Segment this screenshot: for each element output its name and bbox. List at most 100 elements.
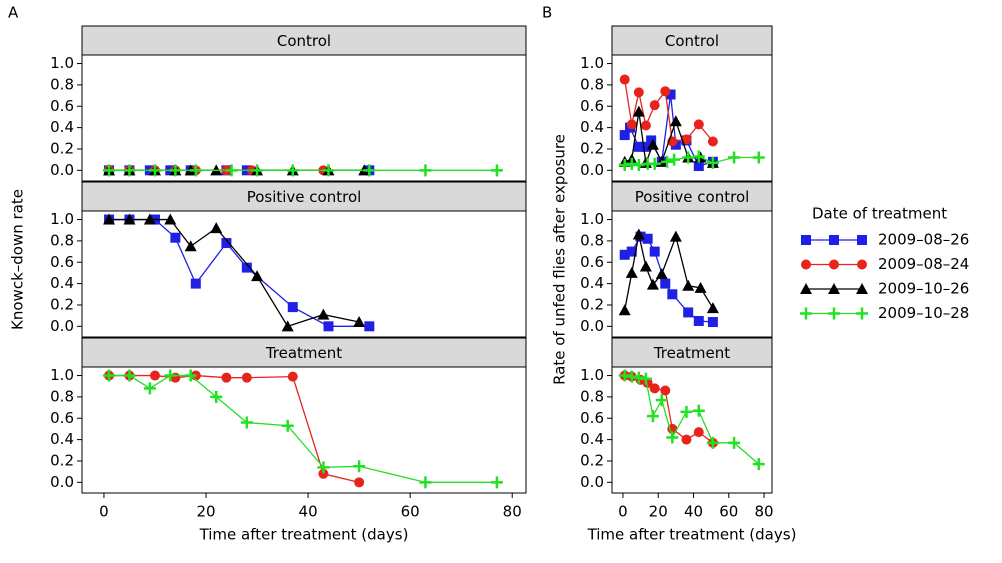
legend-marker — [801, 259, 811, 270]
marker — [680, 405, 693, 418]
y-tick-label: 0.0 — [580, 161, 604, 179]
facet-strip — [611, 337, 773, 368]
marker — [683, 307, 694, 318]
legend-marker — [856, 307, 868, 320]
marker — [170, 372, 181, 383]
marker — [669, 115, 682, 127]
y-tick-label: 0.2 — [50, 295, 74, 313]
marker — [632, 105, 645, 117]
legend-marker — [801, 235, 811, 245]
facet-title: Positive control — [635, 188, 750, 206]
y-tick-label: 1.0 — [50, 54, 74, 72]
marker — [103, 369, 116, 382]
marker — [706, 436, 719, 449]
marker — [633, 87, 644, 98]
marker — [210, 222, 223, 234]
marker — [640, 141, 651, 152]
x-tick-label: 20 — [196, 503, 215, 521]
series-line — [624, 79, 714, 143]
series-line — [624, 374, 760, 465]
marker — [633, 141, 644, 152]
marker — [665, 89, 676, 100]
marker — [694, 281, 707, 293]
facet-title: Positive control — [247, 188, 362, 206]
marker — [646, 278, 659, 290]
marker — [169, 164, 182, 177]
marker — [649, 246, 660, 257]
marker — [693, 161, 704, 172]
legend-marker — [828, 307, 840, 320]
marker — [646, 138, 659, 150]
y-tick-label: 0.4 — [580, 430, 604, 448]
marker — [286, 164, 299, 177]
y-tick-label: 1.0 — [50, 366, 74, 384]
marker — [184, 240, 197, 252]
y-tick-label: 0.0 — [580, 317, 604, 335]
series-line — [624, 235, 713, 323]
marker — [625, 266, 638, 278]
y-tick-label: 0.6 — [50, 97, 74, 115]
marker — [693, 427, 704, 438]
series-line — [109, 374, 360, 483]
facet-strip — [81, 337, 527, 368]
marker — [143, 382, 156, 395]
plot-frame — [81, 54, 527, 182]
marker — [681, 134, 692, 145]
y-tick-label: 0.2 — [580, 451, 604, 469]
marker — [419, 476, 432, 489]
y-tick-label: 0.8 — [580, 387, 604, 405]
marker — [655, 268, 668, 279]
y-tick-label: 0.6 — [50, 253, 74, 271]
marker — [692, 150, 705, 163]
marker — [648, 157, 661, 170]
y-tick-label: 0.2 — [580, 139, 604, 157]
facet-title: Treatment — [265, 344, 342, 362]
marker — [281, 419, 294, 432]
y-tick-label: 0.0 — [50, 473, 74, 491]
legend-label: 2009–08–24 — [878, 255, 969, 273]
plot-frame — [81, 210, 527, 338]
marker — [668, 153, 681, 166]
marker — [639, 260, 652, 272]
y-tick-label: 0.4 — [580, 118, 604, 136]
marker — [646, 135, 657, 146]
marker — [619, 249, 630, 260]
marker — [660, 385, 671, 396]
marker — [706, 302, 719, 314]
marker — [752, 458, 765, 471]
facet-strip — [611, 181, 773, 212]
marker — [682, 279, 695, 291]
marker — [123, 213, 136, 225]
marker — [706, 156, 719, 169]
panel-label: B — [542, 4, 552, 22]
marker — [619, 74, 630, 85]
y-tick-label: 0.8 — [580, 231, 604, 249]
marker — [364, 321, 375, 332]
marker — [210, 390, 223, 403]
legend-title: Date of treatment — [812, 205, 947, 223]
legend-marker — [857, 235, 867, 245]
legend-marker — [800, 307, 812, 320]
plot-frame — [81, 366, 527, 494]
marker — [419, 164, 432, 177]
marker — [287, 302, 298, 313]
x-tick-label: 0 — [618, 503, 628, 521]
facet-strip — [611, 25, 773, 56]
marker — [661, 155, 674, 168]
facet-strip — [81, 181, 527, 212]
y-tick-label: 1.0 — [580, 54, 604, 72]
marker — [241, 262, 252, 273]
x-axis-label: Time after treatment (days) — [199, 526, 409, 544]
marker — [626, 119, 637, 130]
marker — [618, 304, 631, 316]
y-tick-label: 0.6 — [580, 97, 604, 115]
y-tick-label: 1.0 — [580, 366, 604, 384]
y-tick-label: 0.8 — [580, 75, 604, 93]
marker — [170, 232, 181, 243]
marker — [660, 86, 671, 97]
marker — [149, 370, 160, 381]
marker — [490, 164, 503, 177]
marker — [148, 164, 161, 177]
x-tick-label: 80 — [755, 503, 774, 521]
marker — [221, 372, 232, 383]
